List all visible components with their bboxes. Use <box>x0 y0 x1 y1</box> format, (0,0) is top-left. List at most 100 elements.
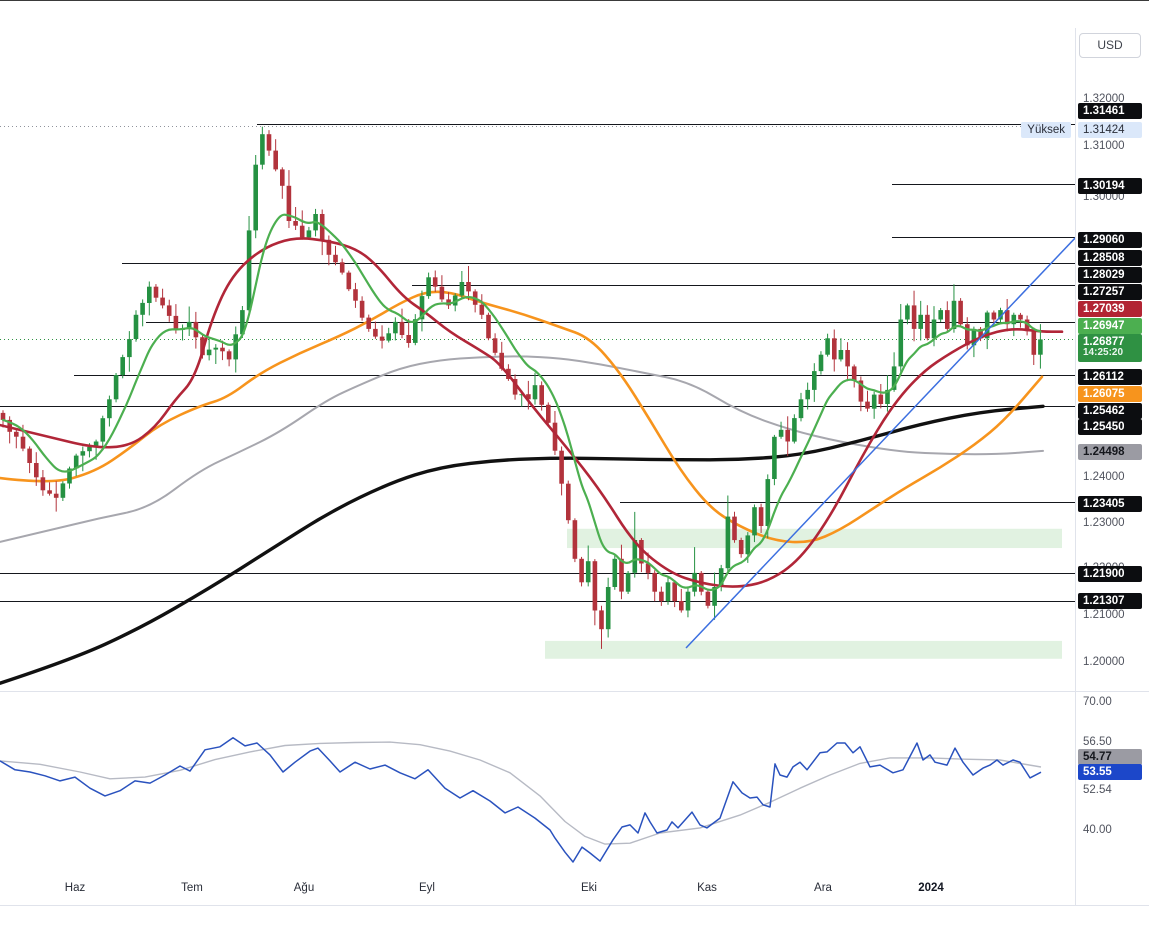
high-level-label[interactable]: Yüksek <box>1021 122 1071 138</box>
candle-body <box>526 394 531 400</box>
price-badge: 1.31461 <box>1078 103 1142 119</box>
candle-body <box>965 324 970 346</box>
price-tick-label: 52.54 <box>1083 784 1112 796</box>
candle-body <box>532 385 538 400</box>
price-badge: 1.30194 <box>1078 178 1142 194</box>
candle-body <box>147 286 152 303</box>
price-badge: 1.21307 <box>1078 593 1142 609</box>
main-pane <box>0 124 1077 685</box>
price-badge: 1.26112 <box>1078 369 1142 385</box>
candle-body <box>399 321 405 335</box>
candle-body <box>34 463 39 478</box>
candle-body <box>665 582 671 602</box>
oscillator-signal-line[interactable] <box>0 741 1042 845</box>
price-badge: 1.29060 <box>1078 232 1142 248</box>
candle-body <box>885 389 890 404</box>
candle-body <box>326 239 332 255</box>
candle-body <box>499 352 504 369</box>
price-badge: 1.25462 <box>1078 403 1142 419</box>
candle-body <box>605 587 611 630</box>
candle-body <box>73 455 79 469</box>
oscillator-main-line[interactable] <box>0 737 1042 863</box>
candle-body <box>206 349 212 356</box>
candle-body <box>891 366 897 390</box>
candle-body <box>778 429 784 437</box>
candle-body <box>871 394 877 409</box>
candle-body <box>253 164 258 231</box>
candle-body <box>718 568 724 587</box>
candle-body <box>93 441 99 447</box>
candle-body <box>166 305 172 316</box>
candle-body <box>40 477 46 491</box>
candle-body <box>1024 319 1030 332</box>
candle-body <box>14 431 19 437</box>
candle-body <box>572 520 578 559</box>
candle-body <box>599 610 604 630</box>
price-badge: 1.24498 <box>1078 444 1142 460</box>
candle-body <box>379 336 385 341</box>
candle-body <box>758 507 764 526</box>
candle-body <box>27 448 32 463</box>
candle-body <box>925 314 930 339</box>
candle-body <box>805 389 810 400</box>
sma-200-black[interactable] <box>0 404 1045 685</box>
candle-body <box>1004 310 1010 325</box>
candle-body <box>958 300 963 325</box>
ema-fast-green[interactable] <box>1 213 1042 592</box>
candle-body <box>240 310 245 335</box>
candle-body <box>639 540 644 564</box>
time-tick-label: Eyl <box>419 882 435 894</box>
candle-body <box>466 282 471 292</box>
time-tick-label: Haz <box>64 882 86 894</box>
price-badge: 1.25450 <box>1078 419 1142 435</box>
candle-body <box>911 305 917 329</box>
candle-body <box>113 375 119 400</box>
candle-body <box>246 230 252 311</box>
candle-body <box>938 310 943 320</box>
candle-body <box>233 334 238 360</box>
candle-body <box>120 357 125 375</box>
candle-body <box>772 436 777 479</box>
candle-body <box>652 572 657 592</box>
countdown-timer: 14:25:20 <box>1083 347 1124 358</box>
candle-body <box>898 319 904 367</box>
candle-body <box>280 169 285 186</box>
candle-body <box>878 394 884 404</box>
candle-body <box>107 399 112 419</box>
candle-body <box>632 540 638 573</box>
time-axis[interactable] <box>0 869 1075 905</box>
candle-body <box>160 297 165 306</box>
sma-long-gray[interactable] <box>0 355 1044 543</box>
candle-body <box>818 354 824 372</box>
candle-body <box>353 289 358 301</box>
time-tick-label: Eki <box>581 882 597 894</box>
trendline[interactable] <box>685 236 1077 649</box>
candle-body <box>918 314 923 329</box>
candle-body <box>585 561 591 583</box>
candle-body <box>452 295 458 306</box>
time-tick-label: Ara <box>814 882 832 894</box>
candle-body <box>725 516 731 569</box>
candle-body <box>87 447 92 452</box>
candle-body <box>931 319 937 339</box>
candle-body <box>47 490 52 494</box>
price-badge: 1.27257 <box>1078 284 1142 300</box>
candle-body <box>858 380 864 402</box>
candle-body <box>299 225 305 238</box>
time-tick-label: Tem <box>181 882 203 894</box>
sma-slow-orange[interactable] <box>0 290 1044 544</box>
candle-body <box>200 337 205 356</box>
price-badge: 1.26075 <box>1078 386 1142 402</box>
candle-body <box>413 319 418 343</box>
currency-toggle-button[interactable]: USD <box>1079 33 1141 58</box>
sma-mid-red[interactable] <box>0 237 1064 588</box>
price-badge: 1.21900 <box>1078 566 1142 582</box>
price-badge: 1.23405 <box>1078 496 1142 512</box>
candle-body <box>945 310 950 329</box>
candle-body <box>905 305 910 320</box>
price-tick-label: 70.00 <box>1083 696 1112 708</box>
candle-body <box>479 304 485 315</box>
candle-body <box>619 558 624 592</box>
candle-body <box>226 351 232 360</box>
